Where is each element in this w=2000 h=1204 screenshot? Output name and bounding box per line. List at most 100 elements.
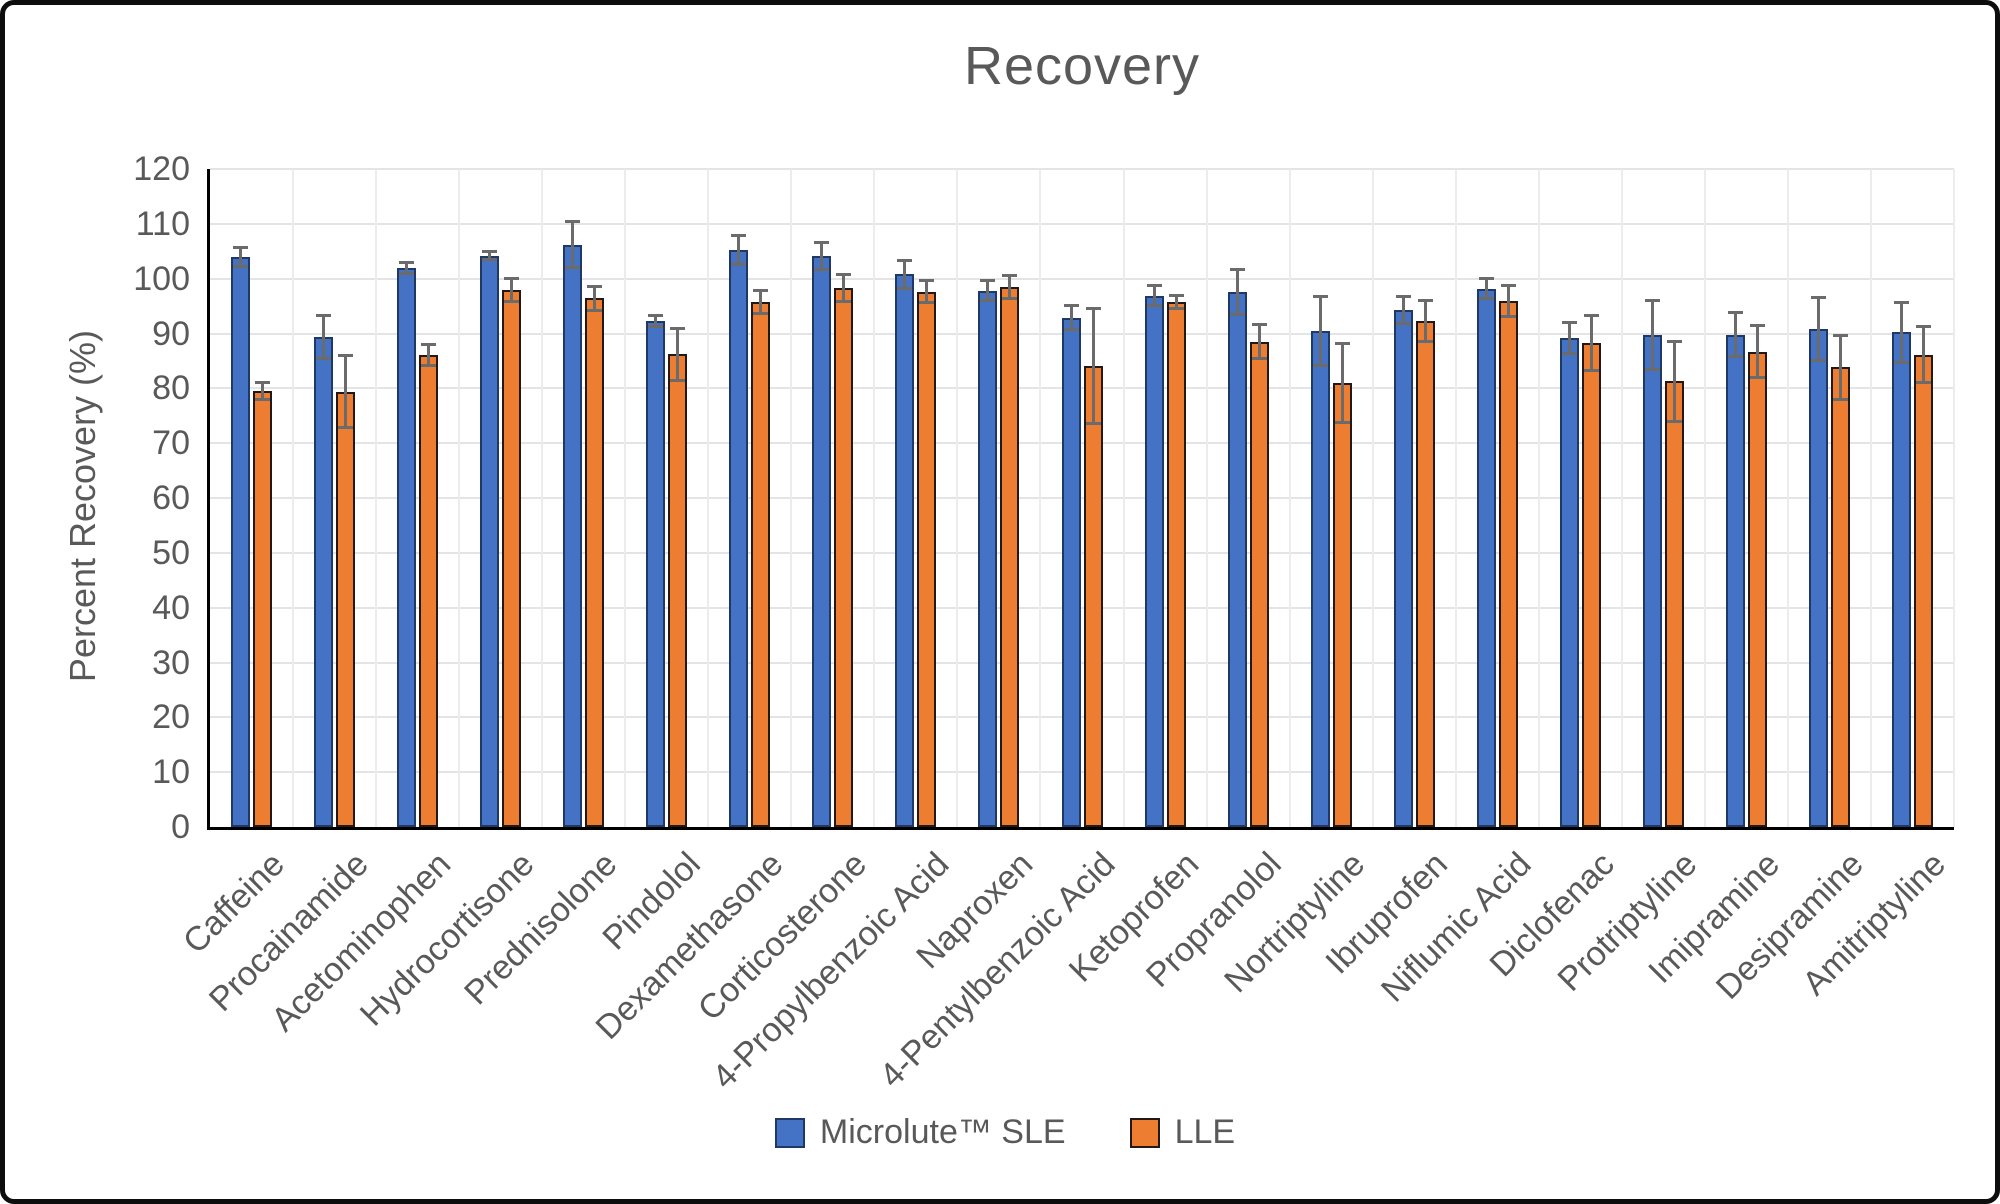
gridline-y-110 bbox=[210, 222, 1954, 225]
error-bar-cap-top bbox=[1478, 277, 1494, 281]
error-bar-cap-top bbox=[731, 233, 747, 237]
error-bar-line bbox=[903, 260, 907, 289]
error-bar-line bbox=[1733, 312, 1737, 357]
error-bar-cap-bottom bbox=[1666, 419, 1682, 423]
bar-lle-imipramine bbox=[1747, 351, 1767, 827]
error-bar-cap-bottom bbox=[1063, 328, 1079, 332]
gridline-y-60 bbox=[210, 497, 1954, 499]
error-bar-cap-bottom bbox=[1229, 312, 1245, 316]
plot-area bbox=[207, 168, 1955, 830]
error-bar-cap-top bbox=[1727, 311, 1743, 315]
error-bar-cap-top bbox=[1500, 284, 1516, 288]
error-bar-cap-top bbox=[233, 246, 249, 250]
error-bar-cap-bottom bbox=[1810, 359, 1826, 363]
error-bar-cap-top bbox=[1168, 294, 1184, 298]
error-bar-cap-bottom bbox=[1251, 357, 1267, 361]
gridline-y-80 bbox=[210, 387, 1954, 390]
error-bar-cap-bottom bbox=[421, 363, 437, 367]
error-bar-cap-bottom bbox=[1727, 355, 1743, 359]
bar-sle-acetominophen bbox=[397, 267, 417, 827]
error-bar-cap-bottom bbox=[753, 311, 769, 315]
gridline-x-19 bbox=[1786, 169, 1789, 827]
error-bar-cap-bottom bbox=[338, 425, 354, 429]
gridline-x-21 bbox=[1953, 169, 1955, 827]
bar-sle-corticosterone bbox=[812, 256, 832, 827]
bar-sle-protriptyline bbox=[1642, 335, 1662, 827]
bar-sle-naproxen bbox=[978, 290, 998, 827]
error-bar-line bbox=[571, 221, 575, 268]
error-bar-line bbox=[1838, 335, 1842, 400]
gridline-y-100 bbox=[210, 277, 1954, 280]
legend-label: Microlute™ SLE bbox=[819, 1113, 1066, 1151]
error-bar-cap-bottom bbox=[919, 301, 935, 305]
bar-lle-nortriptyline bbox=[1332, 382, 1352, 827]
bar-lle-corticosterone bbox=[834, 287, 854, 827]
error-bar-cap-bottom bbox=[504, 300, 520, 304]
bar-lle-pindolol bbox=[668, 354, 688, 827]
error-bar-cap-top bbox=[587, 284, 603, 288]
bar-lle-prednisolone bbox=[585, 298, 605, 827]
gridline-x-20 bbox=[1869, 169, 1872, 827]
error-bar-line bbox=[1921, 326, 1925, 383]
error-bar-cap-top bbox=[1312, 294, 1328, 298]
y-tick-label-50: 50 bbox=[152, 533, 190, 572]
bar-lle-niflumic-acid bbox=[1498, 301, 1518, 827]
error-bar-cap-top bbox=[753, 288, 769, 292]
error-bar-line bbox=[1340, 343, 1344, 423]
error-bar-cap-bottom bbox=[731, 263, 747, 267]
error-bar-cap-bottom bbox=[1644, 368, 1660, 372]
gridline-x-9 bbox=[956, 169, 959, 827]
error-bar-cap-top bbox=[1749, 324, 1765, 328]
error-bar-cap-top bbox=[316, 314, 332, 318]
legend-swatch-blue bbox=[774, 1117, 805, 1148]
y-tick-label-90: 90 bbox=[152, 314, 190, 353]
error-bar-line bbox=[405, 262, 409, 274]
error-bar-cap-top bbox=[1644, 299, 1660, 303]
error-bar-cap-top bbox=[421, 342, 437, 346]
bar-sle-propranolol bbox=[1227, 291, 1247, 827]
error-bar-cap-top bbox=[648, 314, 664, 318]
error-bar-line bbox=[1423, 300, 1427, 342]
error-bar-cap-bottom bbox=[897, 287, 913, 291]
error-bar-cap-top bbox=[482, 250, 498, 254]
bar-lle-acetominophen bbox=[419, 354, 439, 827]
gridline-x-4 bbox=[541, 169, 544, 827]
gridline-x-18 bbox=[1703, 169, 1706, 827]
bar-sle-diclofenac bbox=[1559, 337, 1579, 827]
y-tick-label-10: 10 bbox=[152, 753, 190, 792]
error-bar-line bbox=[1589, 315, 1593, 371]
chart-title: Recovery bbox=[963, 36, 1201, 96]
gridline-x-11 bbox=[1122, 169, 1125, 827]
gridline-y-20 bbox=[210, 716, 1954, 719]
error-bar-cap-top bbox=[1666, 339, 1682, 343]
error-bar-cap-top bbox=[565, 220, 581, 224]
bar-lle-ketoprofen bbox=[1166, 302, 1186, 827]
bar-sle-4-propylbenzoic-acid bbox=[895, 274, 915, 827]
error-bar-cap-bottom bbox=[233, 265, 249, 269]
error-bar-line bbox=[820, 242, 824, 270]
bar-lle-ibruprofen bbox=[1415, 320, 1435, 827]
error-bar-cap-bottom bbox=[1583, 369, 1599, 373]
error-bar-cap-bottom bbox=[648, 325, 664, 329]
error-bar-line bbox=[593, 286, 597, 311]
bar-lle-4-pentylbenzoic-acid bbox=[1083, 366, 1103, 827]
gridline-x-17 bbox=[1620, 169, 1623, 827]
error-bar-cap-top bbox=[1561, 321, 1577, 325]
error-bar-cap-top bbox=[670, 327, 686, 331]
error-bar-line bbox=[1257, 324, 1261, 359]
error-bar-cap-bottom bbox=[670, 378, 686, 382]
error-bar-line bbox=[322, 315, 326, 359]
legend-label: LLE bbox=[1174, 1113, 1236, 1151]
error-bar-line bbox=[737, 235, 741, 265]
gridline-x-7 bbox=[790, 169, 793, 827]
error-bar-cap-top bbox=[338, 354, 354, 358]
error-bar-cap-top bbox=[1063, 304, 1079, 308]
gridline-x-3 bbox=[458, 169, 461, 827]
bar-lle-protriptyline bbox=[1664, 381, 1684, 827]
gridline-y-50 bbox=[210, 551, 1954, 554]
gridline-x-1 bbox=[292, 169, 295, 827]
y-tick-label-80: 80 bbox=[152, 369, 190, 408]
error-bar-cap-top bbox=[1146, 284, 1162, 288]
error-bar-line bbox=[1069, 305, 1073, 330]
error-bar-line bbox=[344, 355, 348, 428]
